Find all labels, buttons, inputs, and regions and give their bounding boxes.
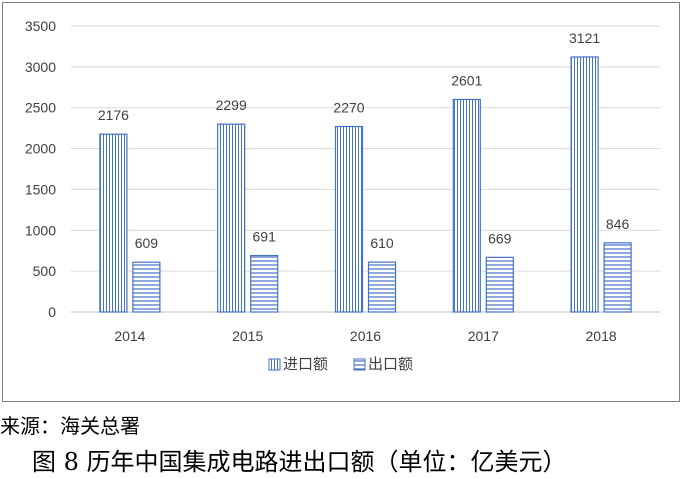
data-label: 846 [606, 216, 630, 232]
bar-import [99, 133, 128, 313]
bar-export [367, 261, 397, 313]
y-tick-label: 2500 [25, 100, 56, 116]
data-label: 669 [488, 230, 512, 246]
source-note: 来源：海关总署 [0, 414, 140, 438]
data-label: 691 [253, 229, 277, 245]
bar-import [570, 56, 599, 313]
data-labels: 2176 609 2299 691 2270 610 2601 669 3121 846 [98, 30, 630, 251]
legend-label: 进口额 [283, 355, 328, 373]
y-tick-label: 0 [48, 304, 56, 320]
x-tick-label: 2014 [114, 328, 145, 344]
data-label: 3121 [569, 30, 600, 46]
y-tick-label: 2000 [25, 141, 56, 157]
bar-export [603, 242, 632, 313]
x-tick-label: 2018 [586, 328, 617, 344]
legend-swatch [268, 358, 281, 371]
bars [99, 56, 632, 313]
bar-export [485, 256, 514, 313]
bar-export [250, 254, 279, 313]
x-tick-label: 2017 [468, 328, 499, 344]
x-tick-label: 2015 [232, 328, 263, 344]
bar-import [334, 125, 364, 313]
x-tick-label: 2016 [350, 328, 381, 344]
data-label: 2176 [98, 107, 129, 123]
legend-swatch [353, 358, 366, 371]
data-label: 2601 [451, 72, 482, 88]
y-tick-label: 500 [33, 263, 57, 279]
y-axis-tick-labels: 0 500 1000 1500 2000 2500 3000 3500 [25, 18, 56, 320]
bar-import [217, 123, 246, 313]
chart-container: 0 500 1000 1500 2000 2500 3000 3500 2176 609 2299… [2, 2, 680, 402]
legend: 进口额 出口额 [268, 355, 413, 373]
bar-export [132, 261, 161, 313]
legend-label: 出口额 [368, 355, 413, 373]
y-tick-label: 1000 [25, 222, 56, 238]
figure-caption: 图 8 历年中国集成电路进出口额（单位：亿美元） [32, 448, 567, 476]
data-label: 609 [135, 235, 159, 251]
data-label: 2270 [333, 100, 364, 116]
data-label: 2299 [216, 97, 247, 113]
y-tick-label: 3500 [25, 18, 56, 34]
bar-import [452, 98, 481, 313]
data-label: 610 [370, 235, 394, 251]
bar-chart: 0 500 1000 1500 2000 2500 3000 3500 2176 609 2299… [25, 18, 660, 373]
y-tick-label: 3000 [25, 59, 56, 75]
x-axis-tick-labels: 2014 2015 2016 2017 2018 [114, 328, 617, 344]
gridlines [71, 25, 660, 313]
y-tick-label: 1500 [25, 181, 56, 197]
